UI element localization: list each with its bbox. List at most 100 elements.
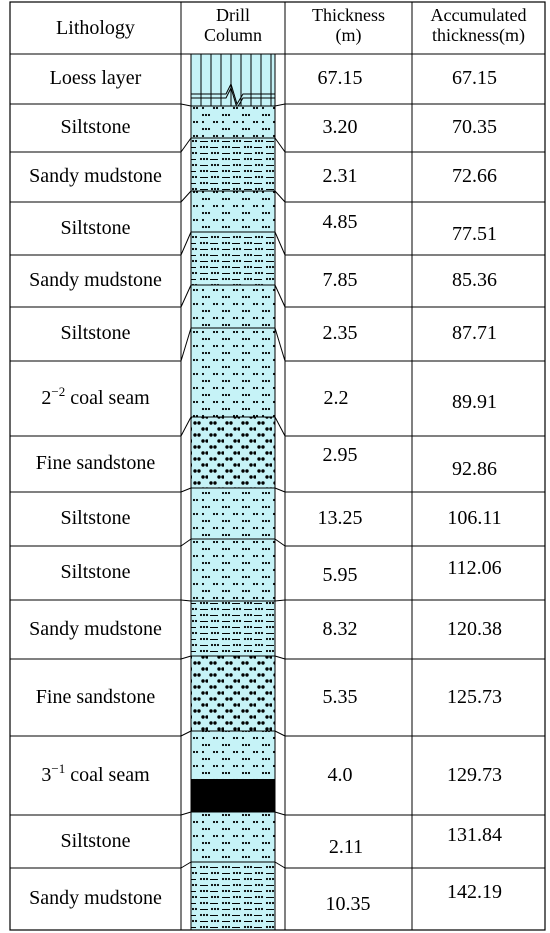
accumulated-thickness-cell: 72.66 — [452, 165, 497, 187]
accumulated-thickness-cell: 85.36 — [452, 269, 497, 291]
lithology-pattern — [191, 862, 275, 930]
lithology-cell: Fine sandstone — [35, 452, 156, 474]
connector-line — [180, 655, 192, 660]
connector-line — [180, 599, 192, 602]
accumulated-thickness-cell: 106.11 — [447, 507, 502, 529]
lithology-pattern — [191, 106, 275, 138]
thickness-cell: 2.35 — [322, 322, 358, 344]
connector-line — [180, 861, 192, 869]
lithology-cell: Sandy mudstone — [29, 617, 162, 640]
lithology-pattern — [191, 138, 275, 191]
thickness-cell: 67.15 — [317, 67, 363, 89]
lithology-cell: Sandy mudstone — [29, 887, 162, 909]
connector-line — [274, 137, 286, 153]
coal-seam-number: 3 — [41, 763, 52, 786]
accumulated-thickness-cell: 112.06 — [447, 557, 502, 579]
connector-line — [274, 599, 286, 602]
connector-line — [180, 137, 192, 153]
accumulated-thickness-cell: 131.84 — [447, 823, 502, 846]
connector-line — [274, 487, 286, 493]
lithology-pattern — [191, 812, 275, 862]
header-thickness-line1: Thickness — [312, 5, 385, 25]
connector-line — [274, 861, 286, 869]
lithology-cell: Siltstone — [60, 216, 131, 239]
thickness-cell: 10.35 — [325, 893, 371, 915]
lithology-cell: Sandy mudstone — [29, 269, 162, 291]
accumulated-thickness-cell: 92.86 — [452, 458, 497, 480]
thickness-cell: 7.85 — [322, 269, 358, 291]
lithology-cell: 2−2 coal seam — [10, 385, 181, 409]
connector-line — [180, 538, 192, 547]
lithology-pattern — [191, 539, 275, 601]
coal-seam-number: 2 — [41, 386, 52, 409]
connector-line — [180, 730, 192, 737]
connector-line — [180, 284, 192, 308]
connector-line — [274, 655, 286, 660]
accumulated-thickness-cell: 87.71 — [452, 322, 497, 344]
accumulated-thickness-cell: 129.73 — [447, 763, 502, 786]
lithology-cell: 3−1 coal seam — [10, 762, 181, 786]
accumulated-thickness-cell: 70.35 — [452, 116, 497, 138]
accumulated-thickness-cell: 67.15 — [452, 67, 497, 89]
thickness-cell: 4.85 — [322, 210, 358, 233]
thickness-cell: 4.0 — [327, 763, 353, 786]
connector-line — [180, 416, 192, 437]
lithology-pattern — [191, 656, 275, 731]
thickness-cell: 2.2 — [323, 386, 349, 409]
header-thickness-line2: (m) — [335, 25, 362, 45]
accumulated-thickness-cell: 89.91 — [452, 390, 497, 413]
lithology-cell: Siltstone — [60, 507, 131, 529]
connector-line — [274, 190, 286, 203]
lithology-pattern — [191, 232, 275, 285]
connector-line — [274, 327, 286, 362]
connector-line — [274, 730, 286, 737]
thickness-cell: 2.31 — [322, 165, 358, 187]
header-lithology: Lithology — [56, 17, 135, 39]
thickness-cell: 2.95 — [322, 444, 358, 466]
coal-seam-band — [191, 779, 275, 814]
coal-seam-label: coal seam — [65, 386, 150, 409]
connector-line — [180, 190, 192, 203]
lithology-pattern — [191, 601, 275, 656]
accumulated-thickness-cell: 142.19 — [447, 881, 502, 903]
connector-line — [180, 231, 192, 256]
lithology-pattern — [191, 191, 275, 232]
lithology-cell: Siltstone — [60, 561, 131, 583]
header-drill-column-line1: Drill — [216, 5, 250, 25]
connector-line — [274, 231, 286, 256]
header-accumulated-line2: thickness(m) — [432, 25, 525, 45]
thickness-cell: 13.25 — [317, 507, 363, 529]
connector-line — [180, 327, 192, 362]
connector-line — [274, 103, 286, 107]
lithology-cell: Siltstone — [60, 116, 131, 138]
connector-line — [180, 487, 192, 493]
lithology-cell: Siltstone — [60, 322, 131, 344]
lithology-cell: Siltstone — [60, 829, 131, 852]
unconformity-line — [191, 82, 275, 106]
header-accumulated-line1: Accumulated — [430, 5, 527, 25]
coal-seam-superscript: −1 — [51, 760, 66, 776]
header-drill-column-line2: Column — [203, 25, 262, 45]
accumulated-thickness-cell: 125.73 — [447, 685, 502, 708]
thickness-cell: 5.35 — [322, 685, 358, 708]
connector-line — [274, 284, 286, 308]
lithology-cell: Loess layer — [49, 67, 142, 89]
lithology-pattern — [191, 328, 275, 417]
connector-line — [180, 811, 192, 816]
thickness-cell: 5.95 — [322, 564, 358, 586]
thickness-cell: 3.20 — [322, 116, 358, 138]
connector-line — [274, 538, 286, 547]
coal-seam-superscript: −2 — [51, 383, 66, 399]
accumulated-thickness-cell: 77.51 — [452, 222, 497, 245]
lithology-cell: Fine sandstone — [35, 685, 156, 708]
lithology-pattern — [191, 488, 275, 539]
connector-line — [274, 811, 286, 816]
coal-seam-label: coal seam — [65, 763, 150, 786]
lithology-cell: Sandy mudstone — [29, 165, 162, 187]
connector-line — [274, 416, 286, 437]
unconformity-line — [191, 86, 275, 110]
lithology-pattern — [191, 417, 275, 488]
thickness-cell: 2.11 — [328, 835, 364, 858]
